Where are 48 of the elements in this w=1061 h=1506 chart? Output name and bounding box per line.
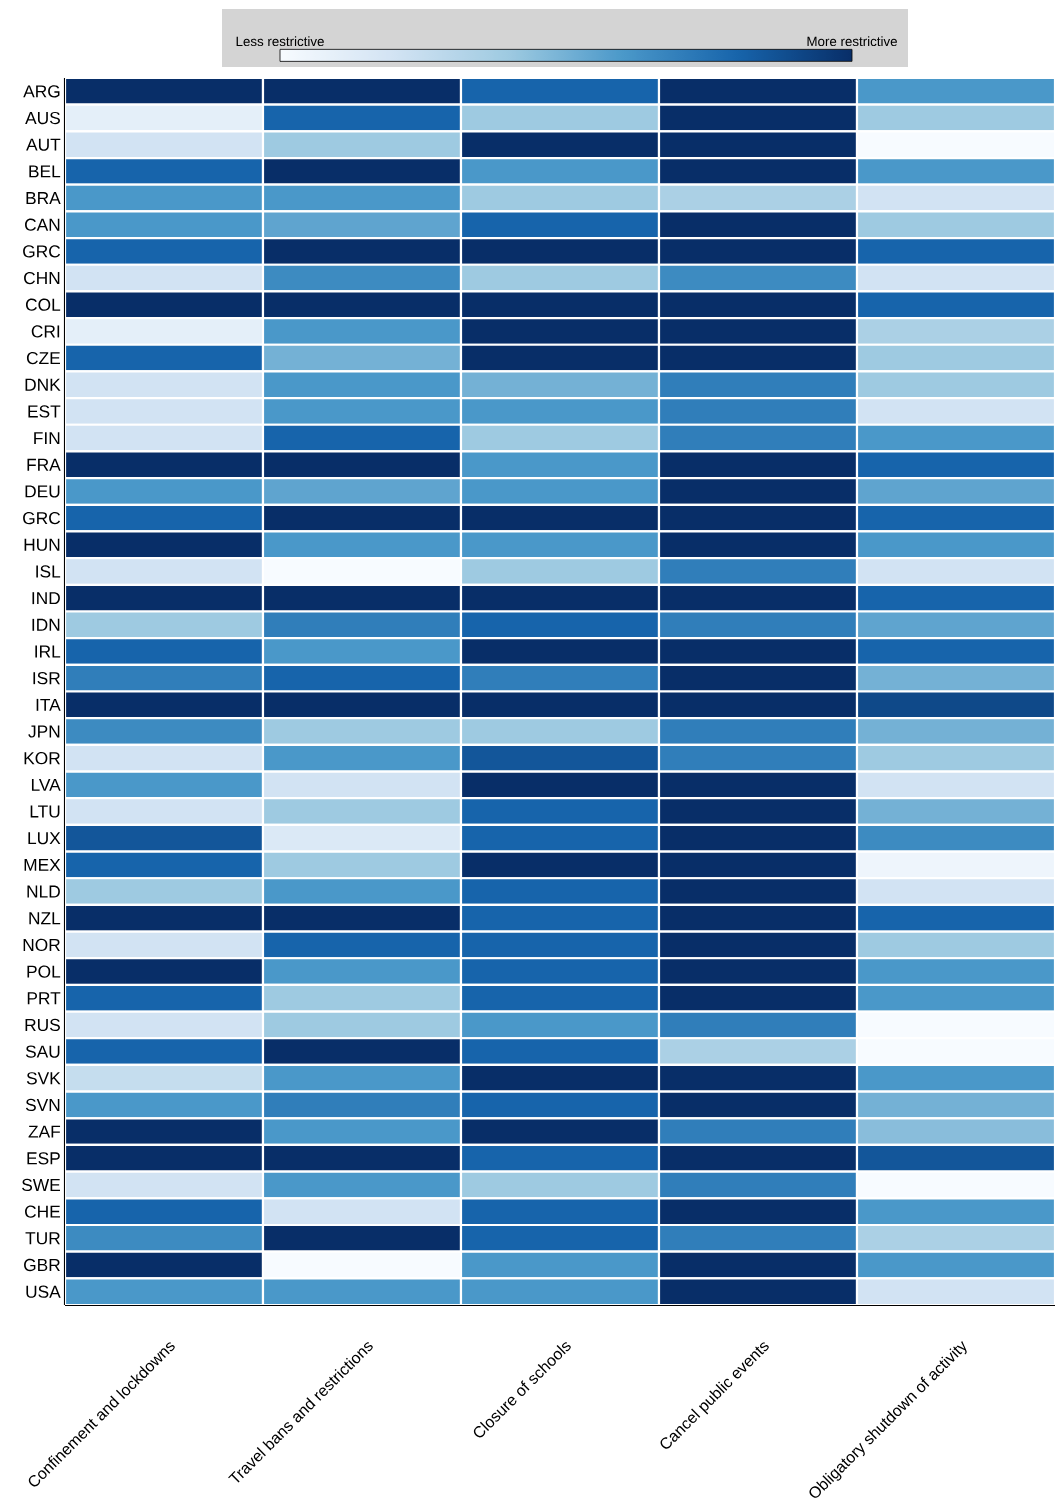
y-tick-label: GBR [24,1258,60,1272]
y-tick-label: MEX [24,858,61,871]
y-tick-label: CAN [25,218,60,231]
y-tick-label: ISL [36,565,61,578]
y-tick-label: ITA [36,698,61,711]
y-tick-label: DNK [25,378,61,391]
y-tick-label: CHN [24,271,60,285]
y-tick-label: EST [28,405,61,418]
y-tick-label: BEL [29,165,61,178]
y-tick-label: NOR [23,938,60,952]
y-tick-label: SAU [25,1045,60,1058]
y-tick-label: SVK [26,1072,61,1085]
y-tick-label: FIN [34,432,60,445]
y-tick-label: COL [25,298,61,311]
y-tick-label: AUT [26,138,61,151]
y-tick-label: IND [32,592,60,605]
y-tick-label: LTU [30,805,60,818]
y-tick-label: LVA [31,778,61,791]
y-tick-label: PRT [27,992,61,1005]
color-bar-label: More restrictive [807,36,897,47]
y-tick-label: JPN [28,725,60,738]
y-tick-label: BRA [26,192,61,204]
y-tick-label: CHE [25,1205,60,1218]
y-tick-label: FRA [27,458,61,471]
y-tick-label: AUS [25,111,60,125]
y-tick-label: IRL [35,645,61,658]
y-tick-label: LUX [28,832,61,845]
y-tick-label: DEU [25,485,60,498]
y-tick-label: ESP [27,1152,60,1165]
y-tick-label: CRI [31,325,60,338]
y-tick-label: TUR [25,1232,60,1245]
y-tick-label: ISR [33,672,60,685]
y-tick-label: NZL [29,912,61,925]
y-tick-label: ZAF [28,1125,61,1138]
y-tick-label: HUN [24,538,60,551]
y-tick-label: KOR [24,752,60,765]
color-bar-label: Less restrictive [236,36,324,47]
y-tick-label: SWE [22,1178,60,1192]
y-tick-label: GRC [23,511,61,525]
y-tick-label: GRC [23,245,61,258]
y-tick-label: ARG [23,85,60,98]
y-tick-label: RUS [25,1018,60,1032]
y-tick-label: NLD [27,885,60,898]
y-tick-label: IDN [32,618,60,631]
y-tick-label: POL [27,965,61,978]
y-tick-label: SVN [25,1098,60,1112]
y-tick-label: USA [26,1285,61,1298]
y-tick-label: CZE [26,351,60,365]
